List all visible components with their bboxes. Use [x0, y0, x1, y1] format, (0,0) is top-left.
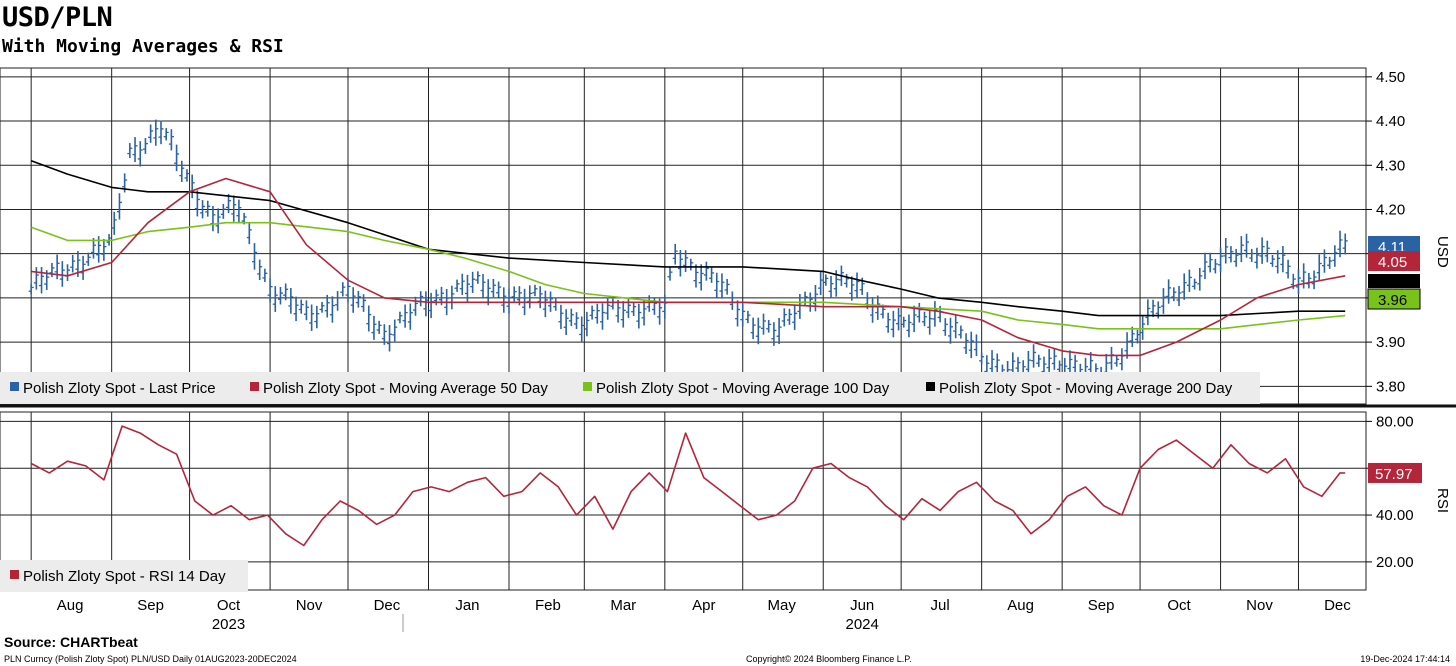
legend-label: Polish Zloty Spot - Moving Average 100 D… [596, 380, 890, 397]
chart-canvas: Aug Sep Oct Nov Dec Jan Feb Mar Apr May Jun Jul Aug S… [0, 67, 1456, 633]
y-tick-label: 4.20 [1376, 201, 1405, 218]
rsi-legend-box [0, 560, 248, 592]
price-legend-box [0, 372, 1260, 404]
x-tick-label: Dec [374, 597, 401, 614]
legend-swatch [926, 382, 935, 391]
x-tick-label: Jun [850, 597, 874, 614]
x-tick-label: Feb [535, 597, 561, 614]
y-tick-label: 4.30 [1376, 157, 1405, 174]
y-tick-label: 3.90 [1376, 334, 1405, 351]
axis-layer: Aug Sep Oct Nov Dec Jan Feb Mar Apr May Jun Jul Aug S… [57, 69, 1451, 633]
price-axis-label: USD [1434, 236, 1451, 268]
y-tick-label: 4.50 [1376, 69, 1405, 86]
grid-layer [0, 67, 1456, 591]
y-tick-label: 80.00 [1376, 413, 1414, 430]
x-tick-label: Mar [610, 597, 636, 614]
price-bars [28, 119, 1348, 387]
rsi-line [30, 425, 1346, 547]
last-value-label: 3.96 [1378, 292, 1407, 309]
y-tick-label: 20.00 [1376, 554, 1414, 571]
legend-label: Polish Zloty Spot - Last Price [23, 380, 216, 397]
rsi-panel-frame [0, 411, 1367, 591]
year-label: 2023 [212, 616, 245, 633]
x-tick-label: Nov [296, 597, 323, 614]
last-value-label: 4.00 [1378, 272, 1407, 289]
y-tick-label: 3.80 [1376, 378, 1405, 395]
year-label: 2024 [846, 616, 879, 633]
legend-label: Polish Zloty Spot - Moving Average 50 Da… [263, 380, 548, 397]
legend-swatch [10, 570, 19, 579]
legend-swatch [10, 382, 19, 391]
last-value-tag [1368, 251, 1420, 271]
footer-copyright: Copyright© 2024 Bloomberg Finance L.P. [746, 654, 912, 664]
x-tick-label: May [768, 597, 797, 614]
legend-swatch [250, 382, 259, 391]
ma100-line [30, 221, 1346, 330]
page-subtitle: With Moving Averages & RSI [2, 36, 284, 57]
x-tick-label: Jul [931, 597, 950, 614]
page-title: USD/PLN [2, 2, 113, 33]
x-tick-label: Aug [1007, 597, 1034, 614]
last-value-label: 57.97 [1375, 466, 1413, 483]
price-panel-frame [0, 67, 1367, 405]
legend-layer: Polish Zloty Spot - Last Price Polish Zlo… [0, 372, 1260, 592]
x-tick-label: Apr [692, 597, 715, 614]
x-tick-label: Jan [455, 597, 479, 614]
ma200-line [30, 160, 1346, 317]
last-value-tag [1368, 274, 1420, 288]
x-tick-label: Oct [1167, 597, 1191, 614]
x-tick-label: Sep [1088, 597, 1115, 614]
legend-swatch [583, 382, 592, 391]
legend-label: Polish Zloty Spot - RSI 14 Day [23, 568, 226, 585]
last-value-tag [1367, 288, 1421, 310]
x-tick-label: Oct [217, 597, 241, 614]
x-tick-label: Sep [137, 597, 164, 614]
legend-label: Polish Zloty Spot - Moving Average 200 D… [939, 380, 1233, 397]
footer-ticker: PLN Curncy (Polish Zloty Spot) PLN/USD D… [4, 654, 297, 664]
y-tick-label: 40.00 [1376, 507, 1414, 524]
x-tick-label: Aug [57, 597, 84, 614]
footer-timestamp: 19-Dec-2024 17:44:14 [1360, 654, 1450, 664]
x-tick-label: Nov [1246, 597, 1273, 614]
x-tick-label: Dec [1324, 597, 1351, 614]
source-note: Source: CHARTbeat [4, 634, 138, 650]
last-value-tag [1368, 462, 1422, 483]
series-layer [28, 119, 1348, 547]
ma50-line [31, 177, 1346, 357]
last-value-label: 4.05 [1378, 254, 1407, 271]
y-tick-label: 4.40 [1376, 113, 1405, 130]
rsi-axis-label: RSI [1434, 488, 1451, 513]
